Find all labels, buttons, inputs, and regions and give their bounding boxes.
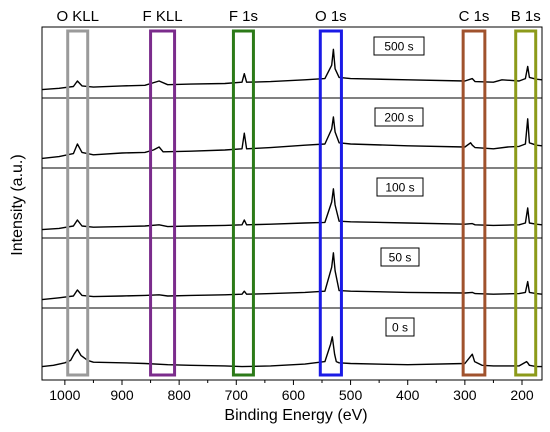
region-b-1s: B 1s (511, 8, 541, 377)
spectrum-line (41, 336, 542, 368)
spectrum-line (41, 116, 543, 160)
panel-frame (41, 237, 543, 309)
time-label: 200 s (384, 111, 413, 125)
panel-1: 200 s (41, 97, 543, 169)
region-label: O 1s (315, 8, 347, 25)
region-label: B 1s (511, 8, 541, 25)
spectrum-line (41, 188, 543, 231)
panel-frame (41, 307, 543, 381)
panel-2: 100 s (41, 167, 543, 239)
time-label-box (374, 107, 424, 127)
time-label-box (380, 247, 420, 267)
region-label: F KLL (143, 8, 183, 25)
region-f-kll: F KLL (143, 8, 183, 377)
x-tick-label: 1000 (49, 387, 80, 403)
time-label: 100 s (385, 181, 414, 195)
time-label-box (376, 177, 424, 197)
time-label-box (373, 36, 425, 56)
x-tick-label: 800 (167, 387, 191, 403)
region-o-kll: O KLL (56, 8, 99, 377)
x-tick-label: 200 (510, 387, 534, 403)
x-axis-title: Binding Energy (eV) (224, 407, 367, 424)
region-c-1s: C 1s (459, 8, 490, 377)
region-label: O KLL (56, 8, 99, 25)
stacked-panels: 500 s 200 s 100 s 50 s 0 s (41, 26, 543, 381)
x-tick-label: 900 (110, 387, 134, 403)
region-box (66, 29, 90, 377)
x-tick-label: 600 (282, 387, 306, 403)
region-label: F 1s (229, 8, 258, 25)
x-tick-label: 500 (339, 387, 363, 403)
region-box (149, 29, 177, 377)
time-label: 500 s (384, 40, 413, 54)
y-axis-title: Intensity (a.u.) (9, 154, 26, 255)
region-box (318, 29, 343, 377)
panel-frame (41, 97, 543, 169)
panel-3: 50 s (41, 237, 543, 309)
x-tick-label: 300 (453, 387, 477, 403)
region-box (514, 29, 538, 377)
x-tick-label: 700 (225, 387, 249, 403)
time-label: 50 s (389, 251, 412, 265)
panel-frame (41, 167, 543, 239)
region-boxes: O KLL F KLL F 1s O 1s C 1s B 1s (56, 8, 541, 377)
panel-4: 0 s (41, 307, 543, 381)
x-tick-label: 400 (396, 387, 420, 403)
panel-0: 500 s (41, 26, 543, 99)
panel-frame (41, 26, 543, 99)
region-o-1s: O 1s (315, 8, 347, 377)
spectrum-line (41, 48, 543, 91)
region-box (231, 29, 255, 377)
time-label-box (385, 317, 415, 337)
region-f-1s: F 1s (229, 8, 258, 377)
x-axis: 1000 900 800 700 600 500 400 300 200 (49, 380, 534, 403)
spectrum-line (41, 252, 543, 301)
region-label: C 1s (459, 8, 490, 25)
region-box (461, 29, 487, 377)
time-label: 0 s (392, 321, 408, 335)
